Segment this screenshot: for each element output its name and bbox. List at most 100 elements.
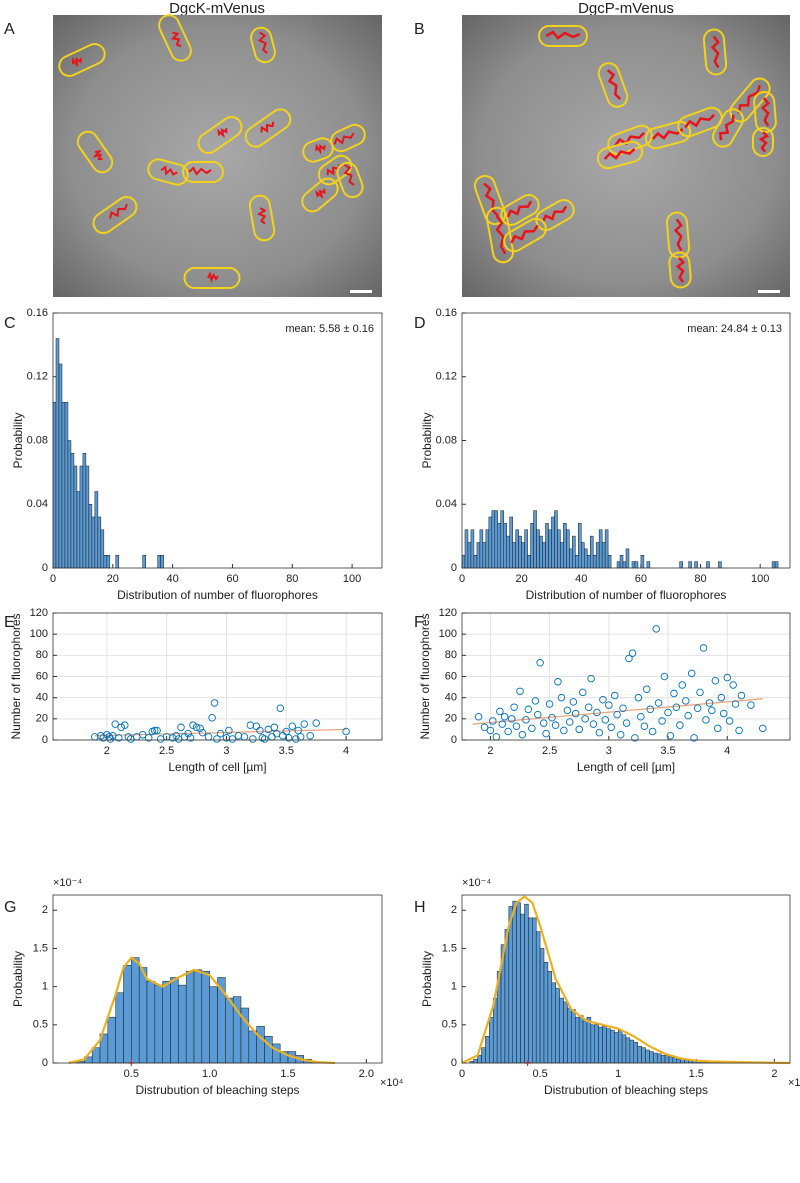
y-axis-label: Probability [11,951,25,1007]
cell [147,158,189,186]
bar [58,363,63,569]
bar [559,997,564,1064]
x-tick-label: 4 [343,745,349,757]
cell-outline [503,217,547,253]
point [566,718,574,726]
point [599,696,607,704]
bar [601,542,606,569]
bar [61,402,66,569]
point [536,658,544,667]
cell-outline [597,62,629,108]
bar [592,555,597,569]
point [607,723,615,732]
trajectory [541,205,568,223]
y-exponent: ×10⁻⁴ [53,877,82,889]
bar [170,977,179,1064]
cell [248,194,276,242]
cell [183,267,241,289]
cell [301,177,339,213]
point [708,706,716,715]
bar [70,453,75,569]
bar [476,542,481,569]
cell [712,108,744,148]
point [711,676,720,685]
point [729,681,737,689]
bar [97,516,102,569]
point [548,714,556,722]
bar [581,542,585,569]
bar [616,561,621,569]
bar [574,1016,580,1064]
trajectory [675,256,686,283]
y-tick-label: 0 [451,1057,457,1069]
y-tick-label: 80 [445,649,457,661]
y-axis-label: Number of fluorophores [418,613,432,739]
point [249,735,257,743]
trajectory [92,149,103,161]
cell [702,28,728,76]
point [153,726,161,735]
bar [641,1047,646,1064]
point [213,735,221,743]
cell-outline [752,127,774,157]
point [288,722,297,730]
point [111,720,119,728]
point [569,698,578,706]
bar [694,561,698,569]
cell [503,217,547,253]
bar [532,917,537,1064]
bar [619,555,624,569]
bar [676,1058,681,1064]
y-tick-label: 0.08 [436,434,457,446]
panel-letter: A [4,21,15,38]
x-tick-label: 1.0 [202,1068,217,1080]
bar [512,542,516,569]
bar [594,1024,599,1064]
y-exponent: ×10⁻⁴ [462,877,491,889]
point [664,708,672,717]
bar [578,1015,584,1064]
bar [160,555,164,569]
cell [158,14,192,62]
point [714,724,722,733]
x-tick-label: 2.0 [359,1068,374,1080]
x-axis-label: Distrubution of bleaching steps [135,1083,299,1097]
x-tick-label: 100 [343,573,361,585]
panel-letter: D [414,315,426,332]
point [557,693,566,702]
bar [582,1020,588,1064]
trajectory [510,224,539,244]
x-tick-label: 0.5 [124,1068,139,1080]
axes-box [52,312,383,569]
bar [73,465,78,569]
cell-outline [473,174,507,226]
trajectory [614,131,646,147]
cell [753,91,777,133]
point [759,724,767,733]
bar [264,1036,273,1064]
y-tick-label: 0.04 [27,498,48,510]
bar [560,542,564,569]
point [121,721,129,729]
x-tick-label: 0.5 [532,1068,547,1080]
panel-letter: H [414,899,426,916]
point [177,723,185,732]
bar [586,1016,592,1064]
bar [479,529,484,569]
axes-box [461,312,791,569]
x-tick-label: 4 [724,745,730,757]
bar [185,971,195,1064]
bar [586,555,591,569]
bar [524,903,529,1064]
bar [649,1051,654,1064]
bar [653,1052,658,1064]
point [702,716,710,724]
y-tick-label: 20 [36,713,48,725]
cell-outline [753,91,777,133]
bar [178,984,187,1064]
point [595,728,604,737]
point [575,725,583,734]
bar [622,561,627,569]
point [616,730,625,739]
